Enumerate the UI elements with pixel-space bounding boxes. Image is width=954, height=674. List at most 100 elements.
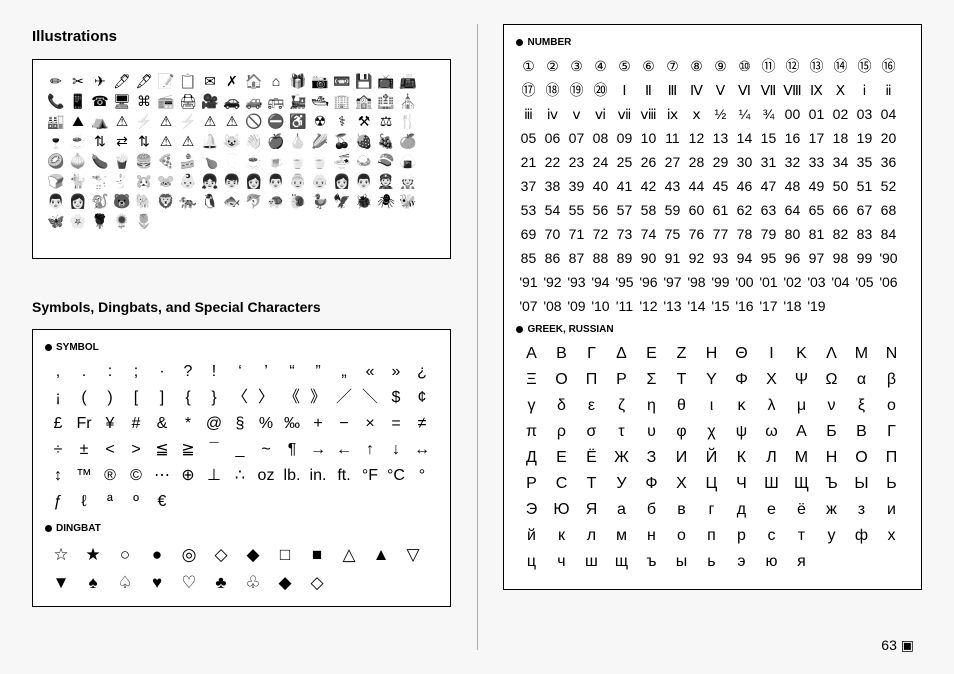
- illustration-glyph: 🐟: [223, 192, 241, 210]
- illustration-glyph: 🖊: [113, 72, 131, 90]
- symbol-glyph: ↔: [409, 437, 435, 463]
- greek-russian-glyph: а: [606, 497, 636, 523]
- illustration-glyph: 🥝: [47, 152, 65, 170]
- symbol-glyph: lb.: [279, 463, 305, 489]
- number-glyph: 90: [636, 246, 660, 270]
- illustration-glyph: 👶: [179, 172, 197, 190]
- illustration-glyph: 🍛: [355, 152, 373, 170]
- greek-russian-glyph: с: [756, 523, 786, 549]
- number-glyph: '17: [756, 294, 780, 318]
- greek-russian-glyph: х: [876, 523, 906, 549]
- greek-russian-glyph: Б: [816, 419, 846, 445]
- illustration-glyph: 🦋: [47, 212, 65, 230]
- symbol-glyph: >: [123, 437, 149, 463]
- illustration-glyph: 🍰: [179, 152, 197, 170]
- illustration-glyph: 👴: [311, 172, 329, 190]
- illustration-glyph: 🐢: [267, 192, 285, 210]
- illustration-glyph: 🐹: [135, 172, 153, 190]
- illustration-glyph: 🖥: [113, 92, 131, 110]
- number-glyph: 04: [876, 102, 900, 126]
- illustration-glyph: ✗: [223, 72, 241, 90]
- greek-russian-glyph: ω: [756, 419, 786, 445]
- symbol-glyph: ft.: [331, 463, 357, 489]
- illustration-glyph: ⇄: [113, 132, 131, 150]
- greek-russian-glyph: η: [636, 393, 666, 419]
- number-glyph: ⑯: [876, 54, 900, 78]
- number-glyph: 45: [708, 174, 732, 198]
- greek-russian-glyph: Р: [516, 471, 546, 497]
- symbol-glyph: ←: [331, 437, 357, 463]
- greek-russian-glyph: Μ: [846, 341, 876, 367]
- illustration-glyph: ⚠: [223, 112, 241, 130]
- greek-russian-glyph: μ: [786, 393, 816, 419]
- greek-russian-glyph: Щ: [786, 471, 816, 497]
- dingbat-glyph: ▼: [45, 568, 77, 596]
- illustration-glyph: ♿: [289, 112, 307, 130]
- dingbat-grid: ☆★○●◎◇◆□■△▲▽▼♠♤♥♡♣♧◆◇: [45, 540, 438, 596]
- number-glyph: 14: [732, 126, 756, 150]
- greek-russian-glyph: ι: [696, 393, 726, 419]
- number-glyph: 37: [516, 174, 540, 198]
- number-glyph: 57: [612, 198, 636, 222]
- symbol-glyph: 〈: [227, 385, 253, 411]
- symbol-glyph: ∴: [227, 463, 253, 489]
- greek-russian-glyph: Ю: [546, 497, 576, 523]
- number-glyph: 08: [588, 126, 612, 150]
- greek-russian-glyph: Θ: [726, 341, 756, 367]
- illustration-glyph: 🍜: [333, 152, 351, 170]
- symbol-glyph: ↑: [357, 437, 383, 463]
- illustration-glyph: 🦅: [333, 192, 351, 210]
- number-grid: ①②③④⑤⑥⑦⑧⑨⑩⑪⑫⑬⑭⑮⑯⑰⑱⑲⑳ⅠⅡⅢⅣⅤⅥⅦⅧⅨⅩⅰⅱⅲⅳⅴⅵⅶⅷⅸⅹ…: [516, 54, 909, 318]
- illustration-glyph: 👩: [69, 192, 87, 210]
- number-glyph: 33: [804, 150, 828, 174]
- number-glyph: ⅹ: [684, 102, 708, 126]
- illustration-glyph: 🍒: [333, 132, 351, 150]
- symbol-glyph: ?: [175, 359, 201, 385]
- greek-russian-glyph: κ: [726, 393, 756, 419]
- illustration-glyph: 👦: [223, 172, 241, 190]
- greek-russian-glyph: У: [606, 471, 636, 497]
- greek-russian-glyph: λ: [756, 393, 786, 419]
- dingbat-glyph: ♥: [141, 568, 173, 596]
- symbol-glyph: ¯: [201, 437, 227, 463]
- illustration-glyph: 🍓: [355, 132, 373, 150]
- number-glyph: '92: [540, 270, 564, 294]
- number-glyph: 70: [540, 222, 564, 246]
- number-glyph: ⅴ: [564, 102, 588, 126]
- illustration-glyph: ☢: [311, 112, 329, 130]
- greek-russian-glyph: Ъ: [816, 471, 846, 497]
- number-glyph: 31: [756, 150, 780, 174]
- number-glyph: 23: [564, 150, 588, 174]
- greek-russian-glyph: э: [726, 549, 756, 575]
- illustration-glyph: 🐌: [289, 192, 307, 210]
- number-glyph: 66: [828, 198, 852, 222]
- symbol-glyph: ª: [97, 489, 123, 515]
- illustration-glyph: 🚂: [289, 92, 307, 110]
- illustration-glyph: 🍐: [289, 132, 307, 150]
- number-glyph: ①: [516, 54, 540, 78]
- greek-russian-glyph: м: [606, 523, 636, 549]
- illustration-glyph: ⚠: [157, 132, 175, 150]
- illustration-glyph: ⚕: [333, 112, 351, 130]
- symbol-glyph: →: [305, 437, 331, 463]
- illustration-glyph: 🐅: [179, 192, 197, 210]
- dingbat-glyph: ♧: [237, 568, 269, 596]
- illustration-glyph: ☕: [245, 152, 263, 170]
- illustration-glyph: 🌹: [91, 212, 109, 230]
- illustration-glyph: 🏫: [355, 92, 373, 110]
- dingbat-glyph: ◇: [301, 568, 333, 596]
- illustration-glyph: 🏠: [245, 72, 263, 90]
- illustration-glyph: 🌽: [311, 132, 329, 150]
- number-glyph: '15: [708, 294, 732, 318]
- symbol-glyph: ¿: [409, 359, 435, 385]
- dingbat-glyph: □: [269, 540, 301, 568]
- number-glyph: ¾: [756, 102, 780, 126]
- dingbat-glyph: ▽: [397, 540, 429, 568]
- symbol-glyph: :: [97, 359, 123, 385]
- number-glyph: 40: [588, 174, 612, 198]
- number-glyph: 22: [540, 150, 564, 174]
- number-glyph: 20: [876, 126, 900, 150]
- greek-russian-glyph: ь: [696, 549, 726, 575]
- number-glyph: 48: [780, 174, 804, 198]
- number-glyph: 68: [876, 198, 900, 222]
